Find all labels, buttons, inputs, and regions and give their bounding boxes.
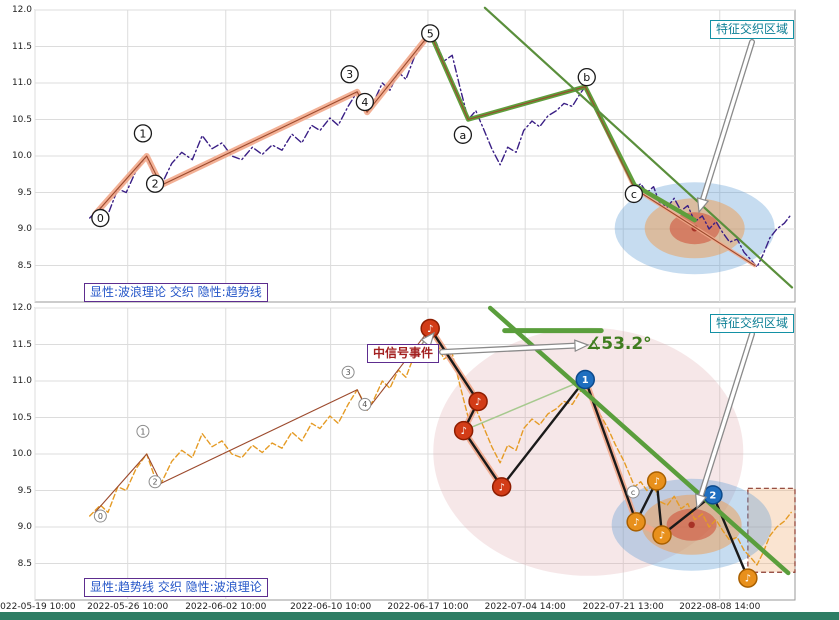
svg-text:5: 5 xyxy=(427,27,434,40)
signal-note-marker-orange: ♪ xyxy=(652,525,672,545)
wave-label-b: b xyxy=(577,68,596,87)
svg-text:3: 3 xyxy=(346,68,353,81)
top-region-label: 特征交织区域 xyxy=(710,20,795,39)
x-tick-label: 2022-08-08 14:00 xyxy=(679,602,761,612)
svg-text:1: 1 xyxy=(140,427,145,436)
signal-note-marker-red: ♪ xyxy=(453,420,474,441)
x-tick-label: 2022-07-21 13:00 xyxy=(582,602,664,612)
svg-text:♪: ♪ xyxy=(653,477,659,488)
svg-text:2: 2 xyxy=(153,478,158,487)
y-tick-label: 10.0 xyxy=(11,151,32,161)
trend-point-marker-2: 2 xyxy=(703,485,723,505)
signal-note-marker-orange: ♪ xyxy=(738,568,758,588)
svg-text:♪: ♪ xyxy=(745,574,751,585)
wave-label-3: 3 xyxy=(341,365,355,379)
y-tick-label: 9.0 xyxy=(17,224,32,234)
svg-text:♪: ♪ xyxy=(475,397,481,408)
y-tick-label: 11.0 xyxy=(11,376,32,386)
wave-outline-thin-bottom xyxy=(94,327,431,513)
svg-text:b: b xyxy=(583,71,590,84)
wave-label-5: 5 xyxy=(421,24,440,43)
y-tick-label: 10.5 xyxy=(11,114,32,125)
svg-text:♪: ♪ xyxy=(498,482,504,493)
svg-text:2: 2 xyxy=(152,178,159,191)
svg-text:2: 2 xyxy=(709,490,716,501)
y-tick-label: 8.5 xyxy=(17,260,32,271)
wave-label-1: 1 xyxy=(136,424,150,438)
wave-label-4: 4 xyxy=(355,92,374,112)
price-line-top xyxy=(88,32,792,268)
signal-note-marker-orange: ♪ xyxy=(626,512,646,532)
svg-text:0: 0 xyxy=(98,512,103,521)
signal-event-label: 中信号事件 xyxy=(367,344,440,363)
support-line-green-light xyxy=(462,378,586,432)
target-center-dot xyxy=(688,521,695,529)
svg-text:♪: ♪ xyxy=(460,426,466,437)
bottom-bar xyxy=(0,612,839,620)
svg-text:c: c xyxy=(631,488,635,497)
wave-label-a: a xyxy=(453,125,473,144)
svg-text:4: 4 xyxy=(362,400,367,409)
y-tick-label: 12.0 xyxy=(11,5,32,15)
y-tick-label: 8.5 xyxy=(17,558,32,569)
svg-text:3: 3 xyxy=(346,368,351,377)
y-tick-label: 9.5 xyxy=(17,187,32,198)
y-tick-label: 9.5 xyxy=(17,485,32,496)
bottom-region-label: 特征交织区域 xyxy=(710,314,795,333)
signal-note-marker-red: ♪ xyxy=(491,477,512,497)
annotation-arrow xyxy=(694,331,755,510)
top-legend-label: 显性:波浪理论 交织 隐性:趋势线 xyxy=(84,283,268,302)
wave-label-0: 0 xyxy=(93,509,107,523)
signal-note-marker-orange: ♪ xyxy=(646,471,667,491)
signal-note-marker-red: ♪ xyxy=(468,391,488,412)
wave-label-2: 2 xyxy=(145,174,165,193)
svg-text:a: a xyxy=(460,129,467,142)
svg-text:4: 4 xyxy=(361,96,368,109)
svg-text:1: 1 xyxy=(582,375,589,386)
x-tick-label: 2022-07-04 14:00 xyxy=(484,602,566,612)
y-tick-label: 11.5 xyxy=(11,41,32,52)
svg-text:♪: ♪ xyxy=(633,517,639,528)
wave-label-c: c xyxy=(624,184,644,204)
svg-text:♪: ♪ xyxy=(427,324,433,335)
y-tick-label: 10.5 xyxy=(11,412,32,423)
x-tick-label: 2022-06-17 10:00 xyxy=(387,602,469,612)
wave-label-0: 0 xyxy=(91,208,110,228)
svg-text:1: 1 xyxy=(139,127,146,140)
x-tick-label: 2022-06-02 10:00 xyxy=(185,602,267,612)
wave-label-3: 3 xyxy=(340,65,359,84)
y-tick-label: 9.0 xyxy=(17,522,32,532)
signal-path-black xyxy=(429,327,750,580)
wave-label-2: 2 xyxy=(148,475,162,489)
wave-label-1: 1 xyxy=(133,124,153,143)
trendline-top xyxy=(483,6,794,289)
annotation-arrow xyxy=(696,39,755,214)
svg-text:♪: ♪ xyxy=(659,531,665,542)
angle-label: ∡53.2° xyxy=(586,334,652,354)
svg-text:c: c xyxy=(631,188,637,201)
svg-text:0: 0 xyxy=(97,212,104,225)
trend-point-marker-1: 1 xyxy=(575,369,595,390)
wave-label-4: 4 xyxy=(358,397,372,411)
bottom-legend-label: 显性:趋势线 交织 隐性:波浪理论 xyxy=(84,578,268,597)
x-tick-label: 2022-05-19 10:00 xyxy=(0,602,76,612)
x-tick-label: 2022-05-26 10:00 xyxy=(87,602,169,612)
x-tick-label: 2022-06-10 10:00 xyxy=(290,602,372,612)
annotation-arrow xyxy=(439,339,590,355)
y-tick-label: 11.0 xyxy=(11,78,32,88)
wave-label-c: c xyxy=(626,485,640,499)
annotation-arrow xyxy=(420,331,435,348)
y-tick-label: 11.5 xyxy=(11,339,32,350)
y-tick-label: 10.0 xyxy=(11,449,32,459)
y-tick-label: 12.0 xyxy=(11,303,32,313)
wave-outline-thin xyxy=(94,32,756,267)
trendline-bottom xyxy=(487,305,791,576)
